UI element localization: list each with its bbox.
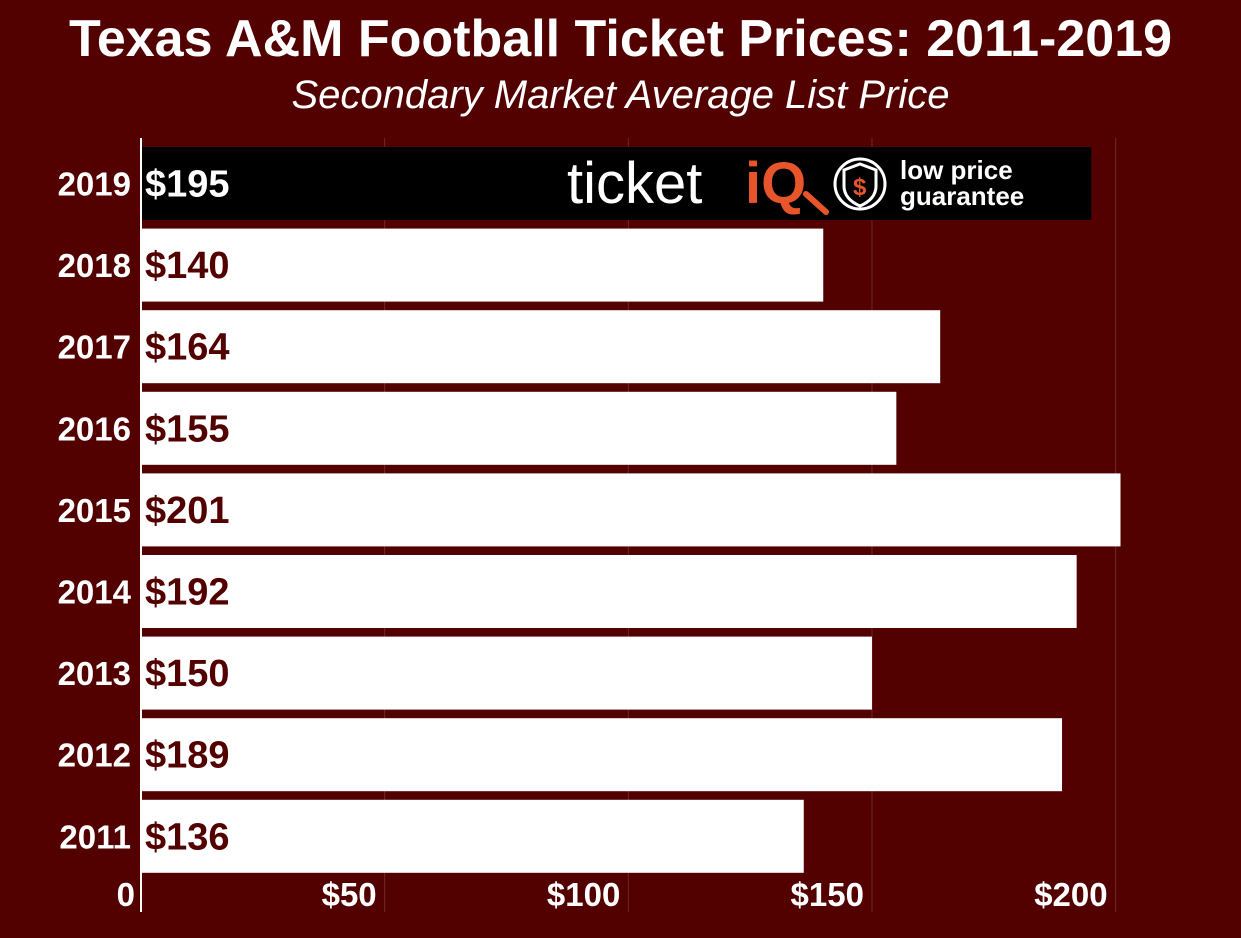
value-label-2019: $195 (145, 164, 230, 206)
logo-brand-main: ticket (567, 151, 702, 216)
bar-2011 (141, 799, 804, 873)
bar-2015 (141, 473, 1121, 547)
category-label-2011: 2011 (59, 818, 131, 855)
logo-tagline-line1: low price (900, 155, 1013, 185)
value-label-2018: $140 (145, 245, 230, 287)
value-label-2014: $192 (145, 572, 230, 614)
x-tick-label-200: $200 (1034, 876, 1107, 913)
value-label-2012: $189 (145, 735, 230, 777)
svg-text:$: $ (853, 174, 867, 201)
bar-2016 (141, 391, 897, 465)
value-label-2015: $201 (145, 490, 230, 532)
magnifier-handle (803, 191, 829, 215)
category-label-2015: 2015 (58, 492, 131, 529)
logo-tagline-line2: guarantee (900, 181, 1024, 211)
logo-brand-accent: iQ (745, 151, 806, 216)
category-label-2014: 2014 (58, 574, 132, 611)
axes: 2019 2018 2017 2016 2015 2014 2013 2012 2011 0 $50… (58, 138, 1108, 913)
category-label-2012: 2012 (58, 737, 131, 774)
x-tick-label-100: $100 (547, 876, 620, 913)
value-label-2013: $150 (145, 653, 230, 695)
ticketiq-logo: ticket iQ $ low price guarantee (567, 151, 1024, 216)
shield-dollar-icon: $ (833, 157, 887, 211)
bar-2017 (141, 310, 941, 384)
bar-2014 (141, 555, 1077, 628)
category-label-2013: 2013 (58, 655, 131, 692)
x-tick-label-150: $150 (791, 876, 864, 913)
value-label-2016: $155 (145, 408, 230, 450)
bar-2019 (141, 147, 1092, 220)
category-label-2018: 2018 (58, 247, 131, 284)
bar-2018 (141, 228, 824, 302)
value-label-2017: $164 (145, 327, 230, 369)
bars-group: $195 $140 $164 $155 $201 $192 $150 $189 $136 (141, 147, 1121, 873)
value-label-2011: $136 (145, 816, 230, 858)
chart-title: Texas A&M Football Ticket Prices: 2011-2… (68, 10, 1173, 68)
bar-2013 (141, 636, 872, 710)
chart-subtitle: Secondary Market Average List Price (291, 73, 950, 117)
x-tick-label-0: 0 (117, 876, 135, 913)
category-label-2016: 2016 (58, 410, 131, 447)
x-tick-label-50: $50 (322, 876, 377, 913)
category-label-2017: 2017 (58, 329, 131, 366)
bar-2012 (141, 718, 1063, 792)
category-label-2019: 2019 (58, 166, 131, 203)
